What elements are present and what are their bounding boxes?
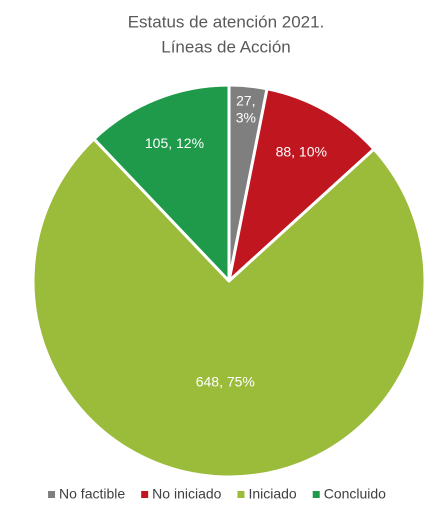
chart-title: Líneas de Acción — [161, 37, 290, 56]
legend-label: Iniciado — [248, 486, 296, 502]
data-label: 88, 10% — [276, 144, 327, 160]
legend-label: No factible — [59, 486, 125, 502]
legend-marker — [141, 491, 149, 498]
data-label: 105, 12% — [145, 135, 204, 151]
pie-slice — [31, 137, 427, 479]
pie-slice — [92, 83, 231, 283]
legend-marker — [312, 491, 320, 498]
pie-slice — [227, 87, 376, 283]
legend: No factible No iniciado Iniciado Concluido — [48, 486, 386, 502]
legend-label: No iniciado — [152, 486, 221, 502]
legend-marker — [48, 491, 56, 498]
chart-title: Estatus de atención 2021. — [128, 12, 325, 31]
data-label: 27, 3% — [236, 92, 256, 125]
legend-label: Concluido — [324, 486, 386, 502]
data-label: 648, 75% — [196, 374, 255, 390]
legend-marker — [237, 491, 245, 498]
